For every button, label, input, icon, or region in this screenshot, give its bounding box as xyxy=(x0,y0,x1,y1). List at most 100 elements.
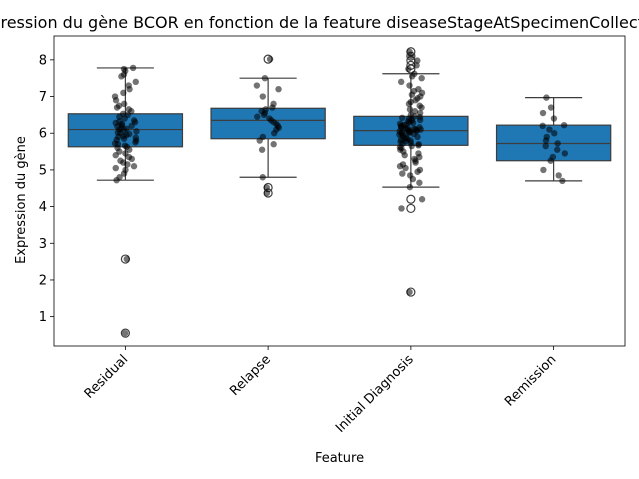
data-point xyxy=(275,85,282,93)
y-tick-label: 5 xyxy=(39,163,47,178)
data-point xyxy=(112,164,119,172)
data-point xyxy=(119,110,127,117)
data-point xyxy=(406,172,414,179)
data-point xyxy=(396,120,404,127)
data-point xyxy=(560,121,568,129)
data-point xyxy=(550,115,558,122)
data-point xyxy=(540,166,547,174)
data-point xyxy=(111,93,119,100)
data-point xyxy=(406,183,414,191)
data-point xyxy=(416,179,423,186)
plot-area xyxy=(53,35,626,347)
y-tick-label: 1 xyxy=(39,310,47,325)
data-point xyxy=(130,117,138,124)
x-tick-label: Initial Diagnosis xyxy=(333,352,417,436)
data-point xyxy=(414,57,421,64)
data-point xyxy=(270,141,277,148)
data-point xyxy=(259,133,267,141)
data-point xyxy=(559,177,566,185)
y-tick-label: 4 xyxy=(39,200,47,215)
x-axis-label: Feature xyxy=(315,451,364,466)
data-point xyxy=(254,113,261,120)
outlier xyxy=(406,194,416,204)
data-point xyxy=(258,146,266,153)
data-point xyxy=(418,74,425,82)
data-point xyxy=(416,166,424,174)
data-point xyxy=(399,170,406,177)
data-point xyxy=(117,157,124,164)
outlier xyxy=(120,328,130,338)
data-point xyxy=(132,78,139,86)
data-point xyxy=(259,93,266,100)
chart-title: Expression du gène BCOR en fonction de l… xyxy=(0,13,639,32)
x-tick-label: Relapse xyxy=(227,352,274,399)
data-point xyxy=(259,174,266,181)
data-point xyxy=(120,89,127,97)
points-layer xyxy=(111,48,569,337)
data-point xyxy=(123,255,130,263)
data-point xyxy=(543,94,550,101)
data-point xyxy=(406,288,413,296)
data-point xyxy=(253,82,261,89)
data-point xyxy=(549,153,557,161)
x-tick-label: Residual xyxy=(82,352,131,401)
data-point xyxy=(398,205,405,212)
data-point xyxy=(539,122,546,130)
box-1 xyxy=(210,54,326,198)
data-point xyxy=(415,150,422,157)
data-point xyxy=(410,125,418,133)
data-point xyxy=(543,133,550,141)
data-point xyxy=(266,115,273,122)
data-point xyxy=(133,128,140,135)
data-point xyxy=(261,74,269,82)
data-point xyxy=(407,111,415,119)
data-point xyxy=(416,124,423,131)
data-point xyxy=(263,184,270,191)
x-tick-label: Remission xyxy=(502,352,559,409)
x-axis: Residual Relapse Initial Diagnosis Remissio… xyxy=(82,346,559,436)
data-point xyxy=(123,125,130,133)
data-point xyxy=(542,142,549,150)
data-point xyxy=(116,118,123,125)
data-point xyxy=(405,65,412,73)
boxes-layer xyxy=(67,47,612,338)
data-point xyxy=(555,172,562,179)
data-point xyxy=(266,55,274,63)
data-point xyxy=(121,100,128,108)
box-0 xyxy=(67,67,184,338)
data-point xyxy=(551,130,558,137)
data-point xyxy=(130,163,138,170)
data-point xyxy=(399,114,406,122)
data-point xyxy=(126,130,133,138)
data-point xyxy=(125,106,133,113)
data-point xyxy=(116,174,123,181)
data-point xyxy=(418,196,426,203)
data-point xyxy=(561,150,569,157)
data-point xyxy=(120,65,128,73)
data-point xyxy=(539,109,547,117)
data-point xyxy=(411,108,419,115)
data-point xyxy=(397,78,405,86)
data-point xyxy=(415,85,422,93)
data-point xyxy=(406,82,413,89)
data-point xyxy=(416,109,424,117)
box-body xyxy=(210,107,326,140)
data-point xyxy=(121,329,129,337)
outlier xyxy=(406,203,416,214)
y-tick-label: 3 xyxy=(39,237,47,252)
data-point xyxy=(406,106,414,113)
data-point xyxy=(399,161,407,168)
data-point xyxy=(415,141,422,148)
data-point xyxy=(122,166,129,174)
data-point xyxy=(262,106,269,113)
data-point xyxy=(411,70,418,77)
data-point xyxy=(125,82,132,89)
data-point xyxy=(406,48,413,55)
y-tick-label: 6 xyxy=(39,127,47,142)
data-point xyxy=(547,104,555,111)
y-axis: 1 2 3 4 5 6 7 8 xyxy=(39,53,54,325)
data-point xyxy=(554,146,561,153)
data-point xyxy=(413,62,420,69)
data-point xyxy=(121,142,129,149)
